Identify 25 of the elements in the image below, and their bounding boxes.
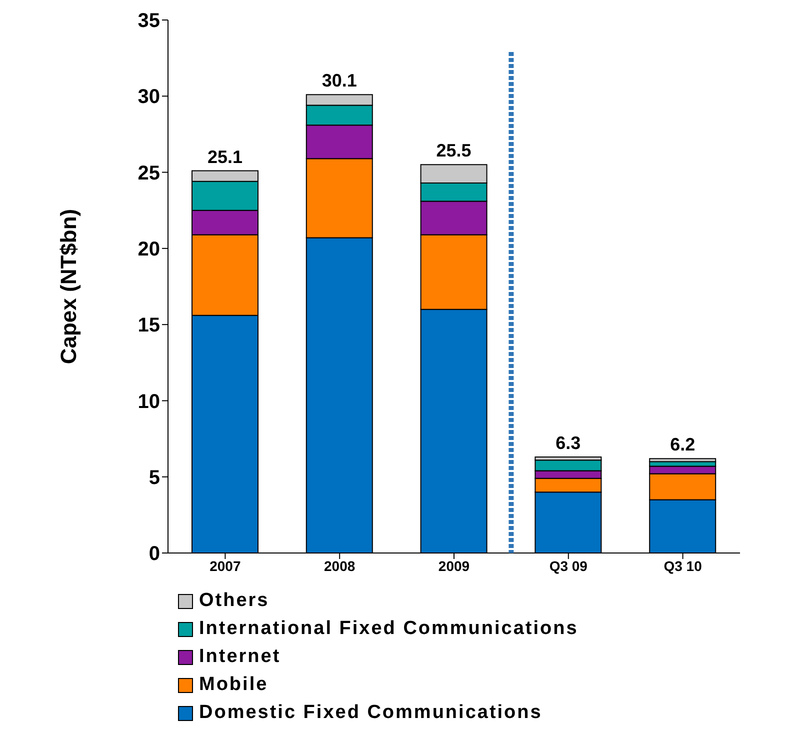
legend-label: Others [199,590,270,612]
y-tick-label: 5 [148,466,160,489]
y-tick-label: 10 [138,390,160,413]
legend-label: Internet [199,646,281,668]
total-label: 6.2 [670,434,696,455]
bar [649,458,716,462]
y-tick-label: 35 [138,10,160,32]
y-tick-label: 25 [138,162,160,184]
total-label: 25.5 [436,140,472,161]
y-tick-label: 15 [138,314,160,337]
y-axis-title: Capex (NT$bn) [56,208,81,364]
total-label: 25.1 [207,146,243,167]
y-tick-label: 0 [148,543,160,566]
y-tick-label: 30 [138,86,160,108]
x-tick-label: Q3 09 [549,558,588,574]
y-tick-label: 20 [138,238,160,261]
legend-label: Domestic Fixed Communications [199,702,542,724]
x-tick-label: 2007 [210,558,241,574]
legend-label: International Fixed Communications [199,618,578,640]
total-label: 6.3 [556,433,581,454]
legend-label: Mobile [199,674,268,696]
x-tick-label: 2008 [324,558,356,574]
total-label: 30.1 [322,70,357,91]
x-tick-label: 2009 [438,558,470,574]
x-tick-label: Q3 10 [664,558,702,574]
